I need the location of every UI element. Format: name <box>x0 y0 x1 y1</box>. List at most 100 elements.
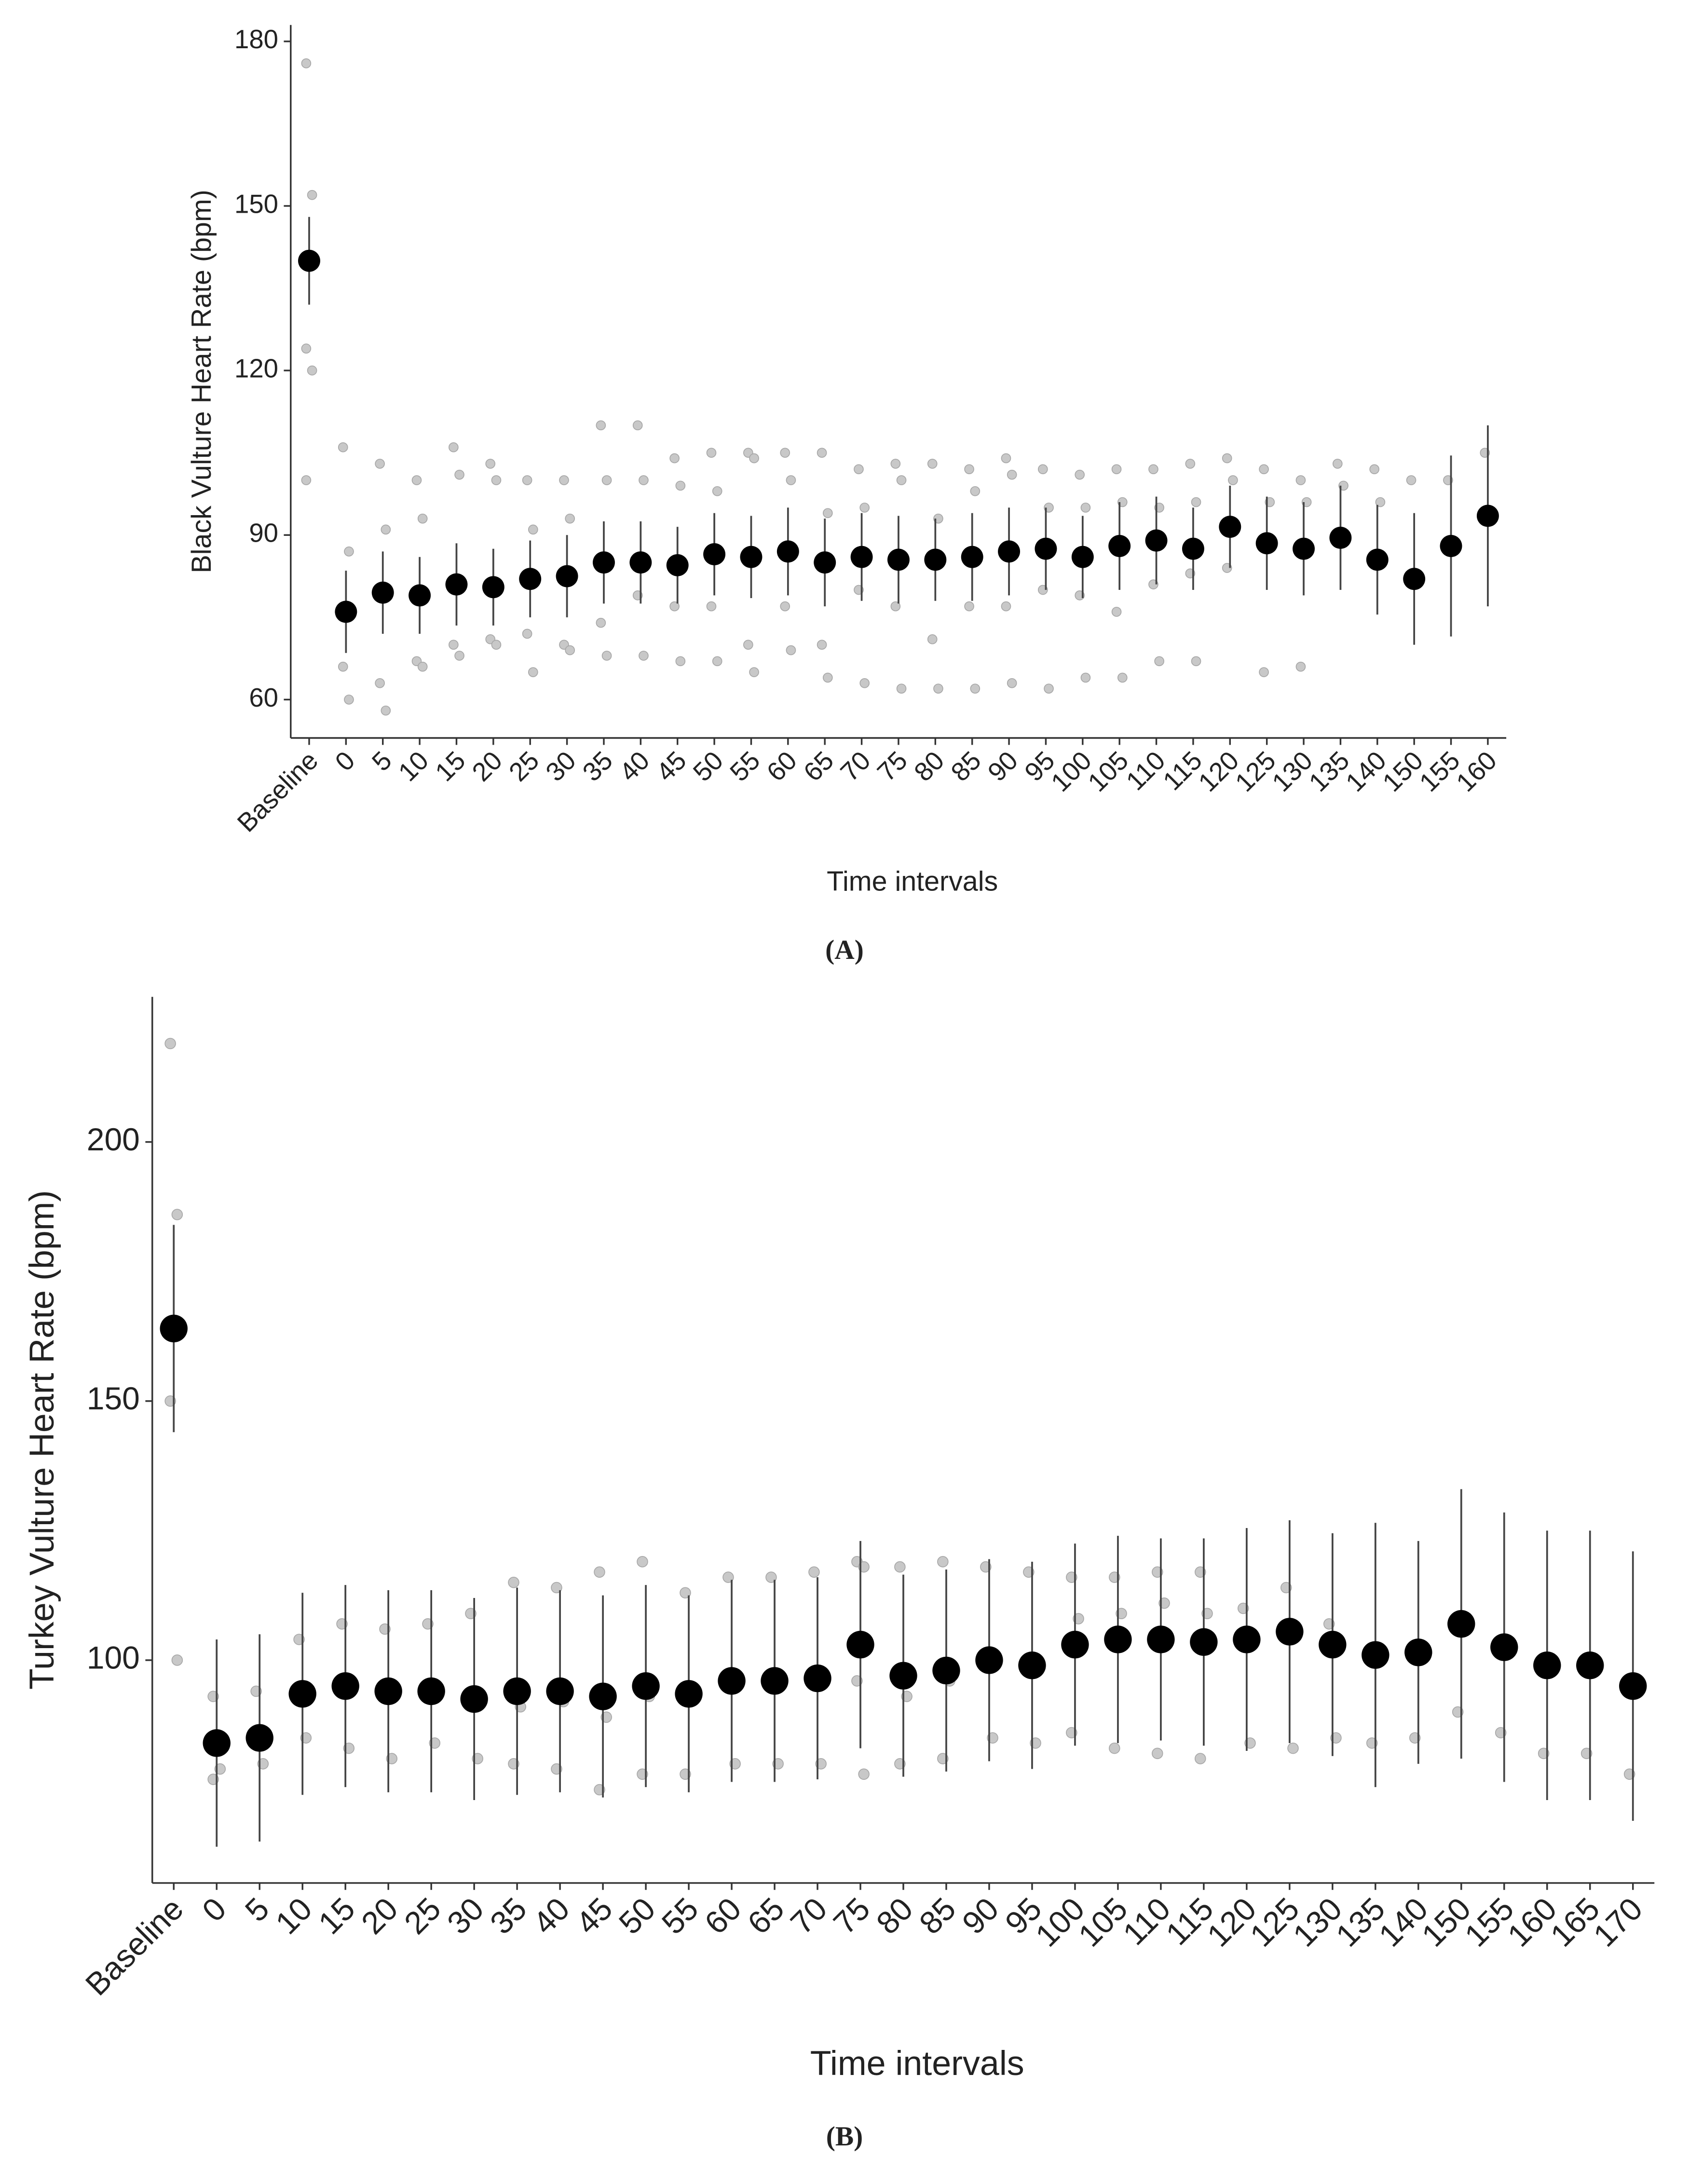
individual-point <box>375 678 385 688</box>
mean-point <box>804 1664 831 1693</box>
individual-point <box>970 486 981 496</box>
individual-point <box>859 678 870 688</box>
y-tick-label: 150 <box>234 189 278 218</box>
individual-point <box>637 1556 648 1568</box>
mean-point <box>1440 535 1462 557</box>
individual-point <box>449 442 459 452</box>
x-tick-label: 45 <box>651 746 692 787</box>
individual-point <box>896 683 907 694</box>
individual-point <box>858 1768 870 1780</box>
individual-point <box>411 475 422 485</box>
y-tick-label: 100 <box>87 1639 140 1675</box>
individual-point <box>565 513 575 524</box>
mean-point <box>1276 1618 1304 1646</box>
mean-point <box>1233 1625 1261 1653</box>
y-tick-label: 200 <box>87 1121 140 1157</box>
individual-point <box>454 651 464 661</box>
x-tick-label: 10 <box>393 746 434 787</box>
individual-point <box>859 503 870 513</box>
individual-point <box>338 442 348 452</box>
individual-point <box>890 601 901 612</box>
individual-point <box>508 1577 519 1588</box>
mean-point <box>850 546 873 568</box>
individual-point <box>632 420 643 431</box>
individual-point <box>1295 475 1306 485</box>
mean-point <box>445 573 468 596</box>
individual-point <box>1259 464 1269 475</box>
x-tick-label: 60 <box>761 746 803 787</box>
individual-point <box>896 475 907 485</box>
mean-point <box>1576 1651 1604 1679</box>
individual-point <box>749 453 759 464</box>
individual-point <box>822 508 833 519</box>
mean-point <box>298 249 320 272</box>
individual-point <box>1007 678 1017 688</box>
individual-point <box>491 640 502 650</box>
individual-point <box>171 1209 183 1220</box>
individual-point <box>565 645 575 655</box>
mean-point <box>846 1631 874 1659</box>
individual-point <box>522 475 532 485</box>
mean-point <box>556 565 578 587</box>
mean-point <box>1035 537 1057 560</box>
individual-point <box>786 475 796 485</box>
mean-point <box>632 1672 660 1700</box>
individual-point <box>417 661 428 672</box>
mean-point <box>1219 516 1241 538</box>
individual-point <box>933 683 943 694</box>
mean-point <box>1293 537 1315 560</box>
individual-point <box>808 1566 820 1578</box>
individual-point <box>1075 469 1085 480</box>
mean-point <box>998 540 1021 563</box>
y-tick-label: 120 <box>234 354 278 383</box>
mean-point <box>1071 546 1094 568</box>
individual-point <box>375 459 385 469</box>
mean-point <box>482 576 504 599</box>
individual-point <box>964 601 974 612</box>
x-tick-label: Baseline <box>232 746 324 838</box>
mean-point <box>1182 537 1204 560</box>
mean-point <box>203 1729 231 1757</box>
mean-point <box>1619 1672 1647 1700</box>
mean-point <box>776 540 799 563</box>
individual-point <box>485 459 496 469</box>
mean-point <box>924 548 947 571</box>
individual-point <box>596 617 606 628</box>
x-tick-label: Baseline <box>79 1891 190 2002</box>
individual-point <box>164 1037 176 1050</box>
individual-point <box>1037 464 1048 475</box>
individual-point <box>307 190 317 200</box>
individual-point <box>301 343 312 354</box>
individual-point <box>1295 661 1306 672</box>
mean-point <box>761 1667 789 1695</box>
individual-point <box>669 453 680 464</box>
individual-point <box>639 475 649 485</box>
individual-point <box>1080 503 1091 513</box>
individual-point <box>1044 683 1054 694</box>
x-tick-label: 70 <box>835 746 876 787</box>
mean-point <box>1533 1651 1561 1679</box>
individual-point <box>706 448 717 458</box>
x-tick-label: 25 <box>503 746 545 787</box>
individual-point <box>1117 672 1128 683</box>
individual-point <box>1111 464 1122 475</box>
mean-point <box>1329 526 1352 549</box>
individual-point <box>171 1654 183 1666</box>
mean-point <box>546 1677 574 1706</box>
mean-point <box>519 568 542 590</box>
mean-point <box>629 551 652 574</box>
individual-point <box>594 1566 605 1578</box>
mean-point <box>417 1677 445 1706</box>
individual-point <box>491 475 502 485</box>
mean-point <box>889 1662 917 1690</box>
y-tick-label: 150 <box>87 1380 140 1416</box>
x-tick-label: 0 <box>329 746 361 777</box>
mean-point <box>1147 1625 1175 1653</box>
mean-point <box>335 601 357 623</box>
x-tick-label: 20 <box>466 746 508 787</box>
mean-point <box>288 1680 316 1708</box>
individual-point <box>786 645 796 655</box>
mean-point <box>675 1680 703 1708</box>
